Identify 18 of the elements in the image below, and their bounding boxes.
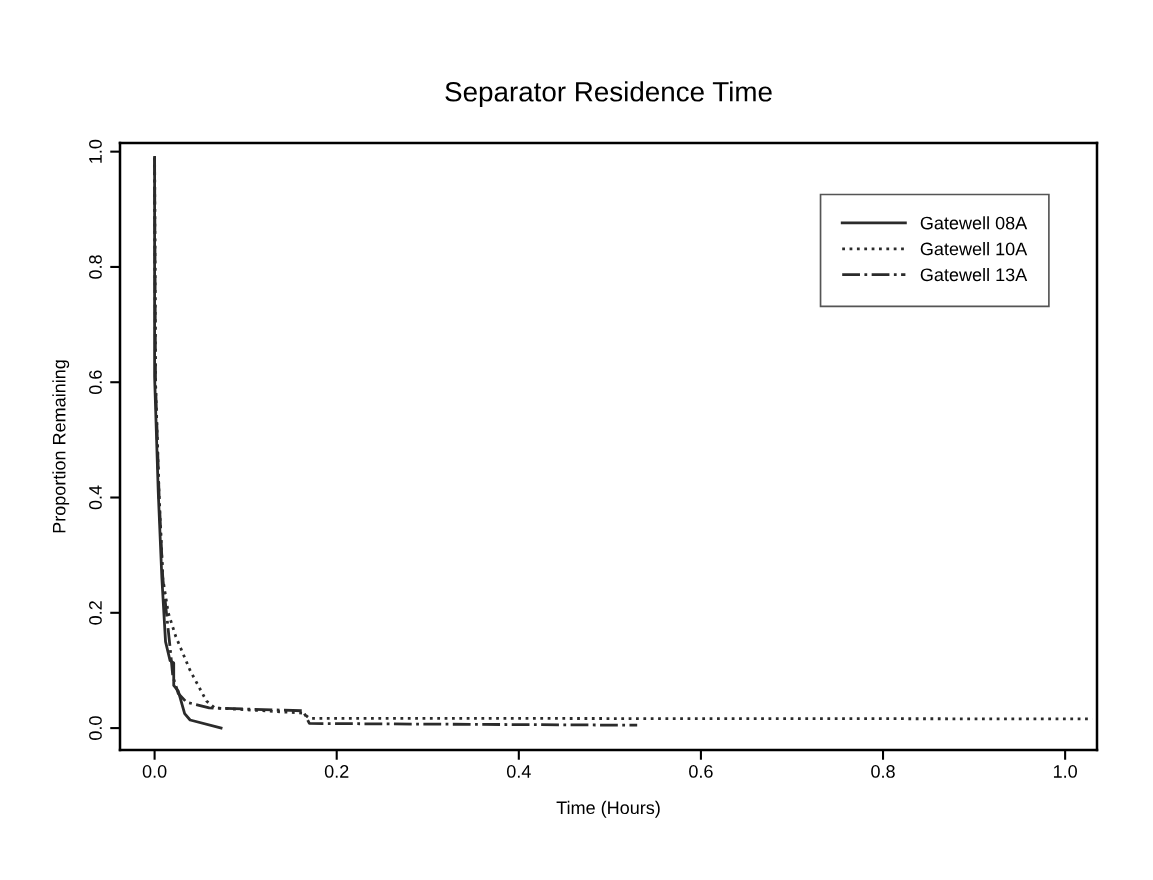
legend-label: Gatewell 10A [920, 242, 1028, 256]
x-tick-label: 0.8 [871, 765, 895, 778]
y-axis-title: Proportion Remaining [52, 360, 70, 533]
x-tick-label: 0.6 [689, 765, 713, 778]
y-tick-label: 0.4 [89, 485, 102, 510]
x-tick-label: 1.0 [1053, 765, 1077, 778]
y-tick-label: 0.2 [89, 601, 102, 625]
x-axis-title: Time (Hours) [556, 800, 660, 818]
legend-label: Gatewell 08A [920, 216, 1028, 230]
x-tick-label: 0.2 [324, 765, 349, 778]
legend-label: Gatewell 13A [920, 267, 1028, 282]
chart-title: Separator Residence Time [445, 81, 772, 108]
y-tick-label: 0.8 [89, 255, 102, 279]
y-tick-label: 0.0 [89, 716, 102, 740]
y-tick-label: 1.0 [89, 139, 102, 163]
x-tick-label: 0.0 [142, 765, 167, 778]
y-tick-label: 0.6 [89, 370, 102, 395]
x-tick-label: 0.4 [506, 765, 531, 778]
